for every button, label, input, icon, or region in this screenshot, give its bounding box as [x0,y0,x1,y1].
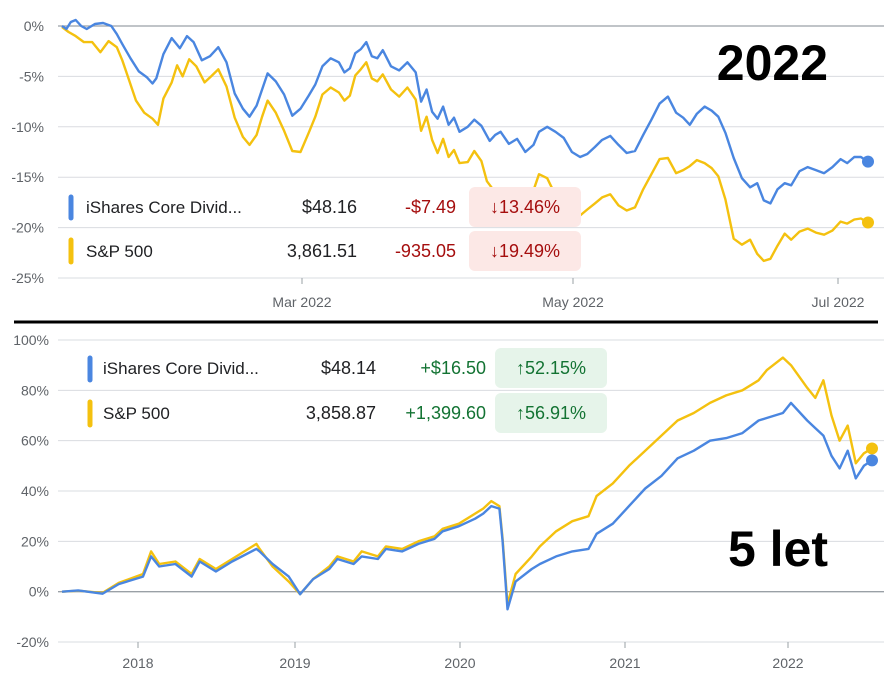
chart-2022: 0% -5% -10% -15% -20% -25% Mar 2022 May 2022 Ju… [11,18,884,310]
legend-percent: ↓13.46% [490,197,560,217]
legend-change: +$16.50 [420,358,486,378]
legend-percent: ↓19.49% [490,241,560,261]
x-tick-label: 2022 [772,655,803,671]
y-tick-label: 40% [21,483,49,499]
series-line-sp500 [61,356,873,606]
y-tick-label: -20% [11,220,44,236]
series-line-ishares [61,401,873,611]
x-axis-2022: Mar 2022 May 2022 Jul 2022 [272,278,865,310]
y-axis-5y: 100% 80% 60% 40% 20% 0% -20% [13,332,49,650]
end-dots-2022 [862,155,874,229]
y-tick-label: 0% [24,18,44,34]
legend-price: $48.14 [321,358,376,378]
end-dot-sp500 [866,442,878,455]
legend-series-name: iShares Core Divid... [103,359,259,378]
end-dot-ishares [862,155,874,168]
y-tick-label: -20% [16,634,49,650]
y-tick-label: -15% [11,169,44,185]
legend-2022: iShares Core Divid... $48.16 -$7.49 ↓13.46%… [68,187,581,271]
chart-5-years: 100%80%60%40%20%0%-20% 2018 2019 2020 2021 2… [13,332,884,671]
chart-title-2022: 2022 [717,35,828,91]
series-lines-5y [61,356,873,611]
legend-change: -935.05 [395,241,456,261]
legend-price: 3,861.51 [287,241,357,261]
x-tick-label: 2018 [122,655,153,671]
legend-percent: ↑52.15% [516,358,586,378]
y-tick-label: 60% [21,433,49,449]
legend-row[interactable]: S&P 500 3,861.51 -935.05 ↓19.49% [68,231,581,271]
end-dot-sp500 [862,216,874,229]
y-axis-2022: 0% -5% -10% -15% -20% -25% [11,18,44,286]
x-tick-label: Jul 2022 [812,294,865,310]
legend-5y: iShares Core Divid... $48.14 +$16.50 ↑52.15… [87,348,607,433]
chart-title-5y: 5 let [728,521,828,577]
legend-change: +1,399.60 [405,403,486,423]
series-line-ishares [61,18,869,205]
x-tick-label: 2020 [444,655,475,671]
y-tick-label: -5% [19,68,44,84]
y-tick-label: -25% [11,270,44,286]
y-tick-label: 0% [29,584,49,600]
x-tick-label: May 2022 [542,294,604,310]
x-axis-5y: 2018 2019 2020 2021 2022 [122,642,804,671]
y-tick-label: 80% [21,382,49,398]
legend-change: -$7.49 [405,197,456,217]
legend-percent-badge [469,187,581,227]
legend-row[interactable]: iShares Core Divid... $48.14 +$16.50 ↑52.15… [87,348,607,388]
y-tick-label: -10% [11,119,44,135]
x-tick-label: 2019 [279,655,310,671]
end-dots-5y [866,442,878,467]
legend-series-name: S&P 500 [86,242,153,261]
end-dot-ishares [866,454,878,467]
legend-row[interactable]: iShares Core Divid... $48.16 -$7.49 ↓13.46% [68,187,581,227]
legend-series-name: S&P 500 [103,404,170,423]
x-tick-label: Mar 2022 [272,294,331,310]
grid-lines-2022 [58,25,884,279]
legend-percent: ↑56.91% [516,403,586,423]
y-tick-label: 20% [21,533,49,549]
series-lines-2022 [61,18,869,263]
x-tick-label: 2021 [609,655,640,671]
legend-price: $48.16 [302,197,357,217]
legend-row[interactable]: S&P 500 3,858.87 +1,399.60 ↑56.91% [87,393,607,433]
grid-lines-5y [58,339,884,643]
series-line-sp500 [61,26,869,263]
legend-price: 3,858.87 [306,403,376,423]
legend-percent-badge [469,231,581,271]
y-tick-label: 100% [13,332,49,348]
legend-series-name: iShares Core Divid... [86,198,242,217]
legend-percent-badge [495,393,607,433]
legend-percent-badge [495,348,607,388]
